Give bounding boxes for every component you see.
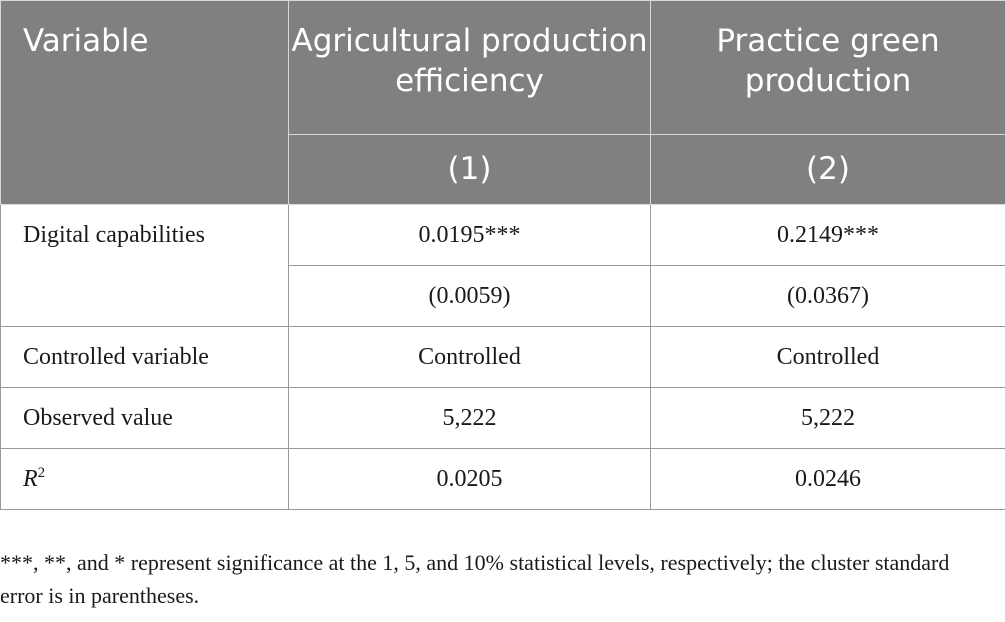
r-symbol: R [23,465,38,492]
table-row: Observed value 5,222 5,222 [0,387,1005,449]
table-cell: 0.2149*** [650,204,1005,266]
regression-table-container: Variable Agricultural production efficie… [0,0,1005,510]
table-cell: 5,222 [288,387,651,449]
header-col1-number: (1) [288,134,651,205]
header-col2-number: (2) [650,134,1005,205]
row-label: Digital capabilities [0,204,289,327]
table-cell: Controlled [288,326,651,388]
table-footnote: ***, **, and * represent significance at… [0,550,950,608]
header-col2-title: Practice green production [650,0,1005,135]
row-label: Controlled variable [0,326,289,388]
table-cell: 0.0205 [288,448,651,510]
superscript: 2 [37,464,46,481]
table-cell: 0.0246 [650,448,1005,510]
row-label-r-squared: R2 [0,448,289,510]
row-label: Observed value [0,387,289,449]
table-row: Digital capabilities 0.0195*** 0.2149*** [0,204,1005,327]
header-col1-title: Agricultural production efficiency [288,0,651,135]
regression-table: Variable Agricultural production efficie… [0,0,1005,510]
header-number-row: (1) (2) [1,134,1005,205]
header-row: Variable Agricultural production efficie… [0,0,1005,205]
table-cell: (0.0367) [650,265,1005,327]
table-cell: 5,222 [650,387,1005,449]
table-cell: 0.0195*** [288,204,651,266]
table-cell: (0.0059) [288,265,651,327]
table-row: Controlled variable Controlled Controlle… [0,326,1005,388]
table-cell: Controlled [650,326,1005,388]
header-variable: Variable [0,0,289,205]
table-row: R2 0.0205 0.0246 [0,448,1005,510]
